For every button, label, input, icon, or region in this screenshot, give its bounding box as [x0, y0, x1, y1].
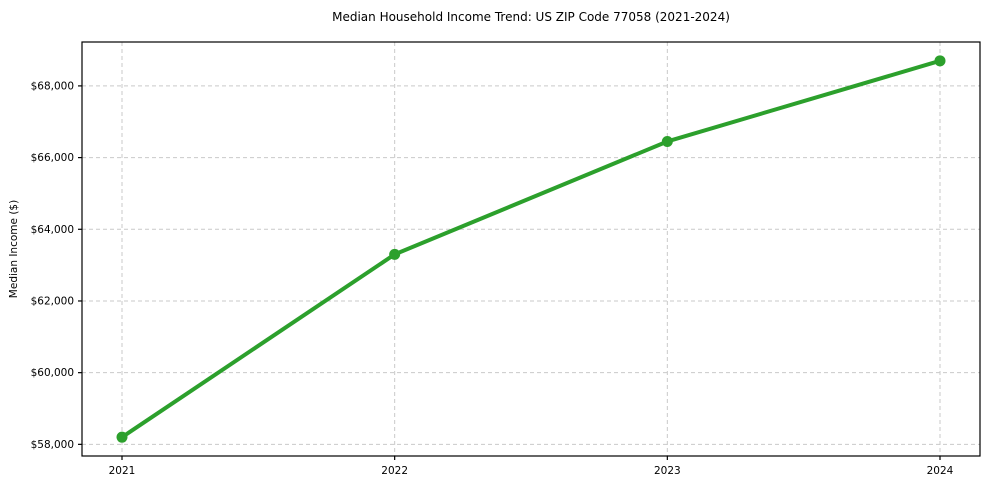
series-line	[120, 58, 942, 440]
x-tick-labels: 2021 2022 2023 2024	[109, 465, 954, 477]
data-point-2023	[661, 135, 673, 147]
y-tick-label: $60,000	[31, 367, 74, 379]
x-tick-label: 2022	[381, 465, 408, 477]
y-axis-label: Median Income ($)	[8, 200, 20, 298]
y-tick-label: $68,000	[31, 80, 74, 92]
y-tick-labels: $58,000 $60,000 $62,000 $64,000 $66,000 $68,0…	[31, 80, 74, 450]
y-tick-label: $66,000	[31, 152, 74, 164]
data-point-2024	[934, 55, 946, 67]
data-point-2021	[116, 431, 128, 443]
data-point-2022	[389, 248, 401, 260]
y-tick-label: $62,000	[31, 295, 74, 307]
x-tick-label: 2021	[109, 465, 136, 477]
axis-ticks	[78, 85, 941, 460]
data-series	[116, 55, 946, 443]
chart-title: Median Household Income Trend: US ZIP Co…	[332, 10, 730, 24]
y-tick-label: $58,000	[31, 439, 74, 451]
x-tick-label: 2023	[654, 465, 681, 477]
gridlines	[82, 42, 980, 456]
y-tick-label: $64,000	[31, 224, 74, 236]
x-tick-label: 2024	[927, 465, 954, 477]
plot-border	[81, 41, 981, 457]
